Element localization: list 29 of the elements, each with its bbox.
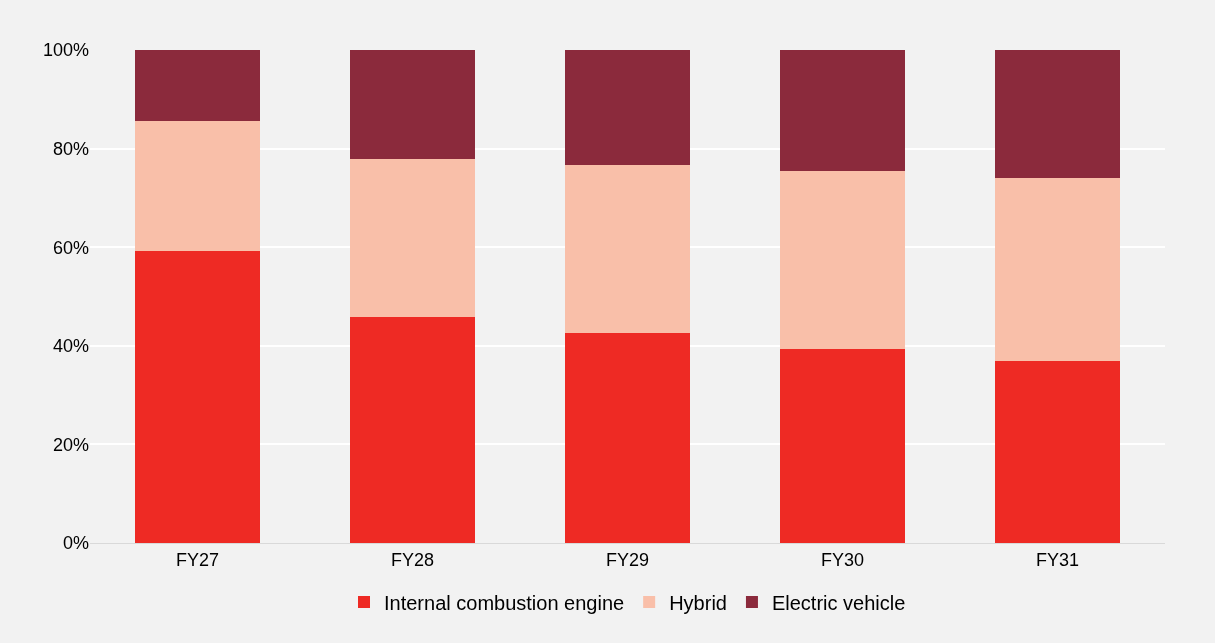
y-tick-label: 40% <box>52 336 89 357</box>
y-tick-label: 20% <box>52 434 89 455</box>
x-tick-label: FY31 <box>1035 549 1080 570</box>
y-tick-label: 80% <box>52 138 89 159</box>
bar <box>780 171 905 350</box>
bar <box>780 349 905 543</box>
bar <box>780 50 905 172</box>
x-tick-label: FY27 <box>175 549 220 570</box>
bar <box>565 50 690 166</box>
x-tick-label: FY28 <box>390 549 435 570</box>
bar <box>350 317 475 543</box>
bar <box>565 332 690 543</box>
bar <box>135 121 260 251</box>
bar <box>135 250 260 543</box>
bar <box>350 50 475 160</box>
bar <box>135 50 260 122</box>
bar <box>995 50 1120 178</box>
bar <box>350 159 475 318</box>
bar <box>565 165 690 333</box>
legend-label: Electric vehicle <box>771 591 906 614</box>
legend-label: Internal combustion engine <box>384 591 625 614</box>
y-tick-label: 60% <box>52 237 89 258</box>
bar <box>995 177 1120 362</box>
x-tick-label: FY30 <box>820 549 865 570</box>
legend-label: Hybrid <box>669 591 727 614</box>
y-tick-label: 100% <box>42 40 89 61</box>
x-tick-label: FY29 <box>605 549 650 570</box>
y-tick-label: 0% <box>62 533 89 554</box>
bar <box>995 361 1120 543</box>
